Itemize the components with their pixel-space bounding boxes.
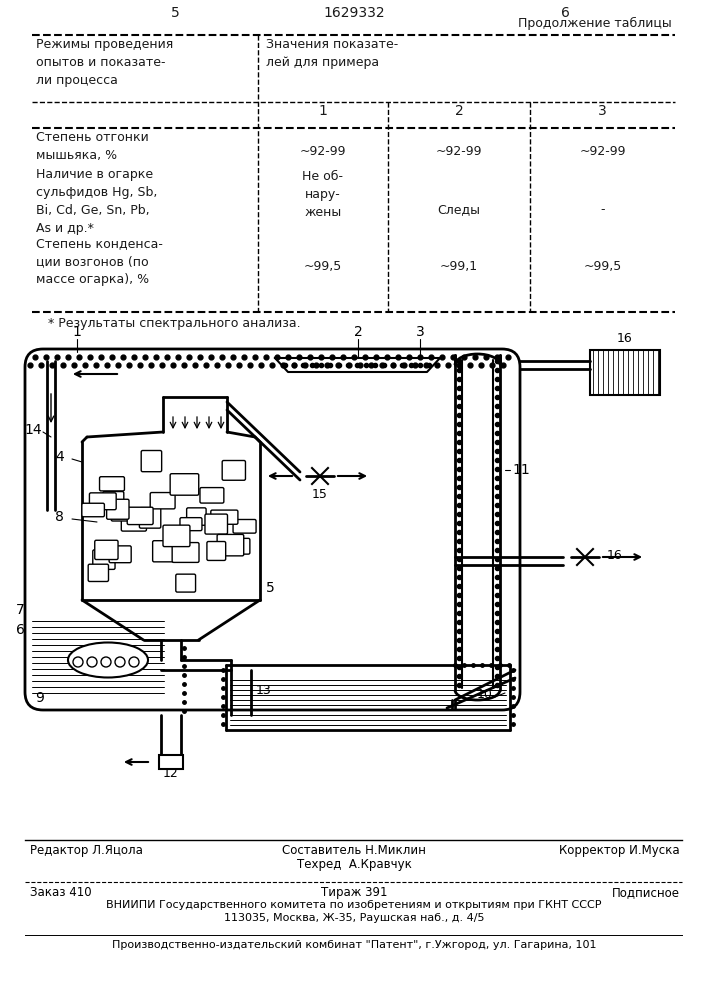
Text: Следы: Следы — [438, 203, 481, 216]
Text: -: - — [600, 203, 604, 216]
FancyBboxPatch shape — [82, 503, 105, 517]
Text: ~99,1: ~99,1 — [440, 260, 478, 273]
Text: 10: 10 — [477, 688, 493, 702]
Circle shape — [129, 657, 139, 667]
FancyBboxPatch shape — [150, 493, 175, 509]
FancyBboxPatch shape — [122, 511, 146, 531]
FancyBboxPatch shape — [93, 550, 115, 569]
Text: 113035, Москва, Ж-35, Раушская наб., д. 4/5: 113035, Москва, Ж-35, Раушская наб., д. … — [223, 913, 484, 923]
Bar — [159, 755, 183, 769]
Text: ~92-99: ~92-99 — [436, 145, 482, 158]
FancyBboxPatch shape — [176, 574, 196, 592]
Text: Редактор Л.Яцола: Редактор Л.Яцола — [30, 844, 143, 857]
Text: 2: 2 — [354, 325, 363, 339]
Text: Подписное: Подписное — [612, 886, 680, 899]
Text: Тираж 391: Тираж 391 — [321, 886, 387, 899]
FancyBboxPatch shape — [172, 543, 199, 562]
FancyBboxPatch shape — [163, 525, 190, 547]
Text: 4: 4 — [55, 450, 64, 464]
Text: 5: 5 — [170, 6, 180, 20]
Text: 3: 3 — [416, 325, 424, 339]
Text: Не об-
нару-
жены: Не об- нару- жены — [303, 170, 344, 219]
FancyBboxPatch shape — [141, 451, 162, 472]
FancyBboxPatch shape — [217, 534, 244, 556]
FancyBboxPatch shape — [233, 519, 256, 533]
FancyBboxPatch shape — [25, 349, 520, 710]
Text: Продолжение таблицы: Продолжение таблицы — [518, 17, 672, 30]
Text: Степень конденса-
ции возгонов (по
массе огарка), %: Степень конденса- ции возгонов (по массе… — [36, 237, 163, 286]
FancyBboxPatch shape — [127, 507, 153, 525]
FancyBboxPatch shape — [109, 546, 132, 563]
Text: Степень отгонки
мышьяка, %: Степень отгонки мышьяка, % — [36, 131, 148, 162]
Text: ~92-99: ~92-99 — [579, 145, 626, 158]
Text: ~99,5: ~99,5 — [583, 260, 621, 273]
FancyBboxPatch shape — [107, 499, 129, 519]
FancyBboxPatch shape — [200, 488, 224, 503]
Circle shape — [73, 657, 83, 667]
Circle shape — [87, 657, 97, 667]
Text: Техред  А.Кравчук: Техред А.Кравчук — [296, 858, 411, 871]
Text: 6: 6 — [561, 6, 569, 20]
FancyBboxPatch shape — [170, 474, 199, 495]
FancyBboxPatch shape — [232, 538, 250, 554]
Bar — [590, 350, 660, 395]
FancyBboxPatch shape — [111, 508, 139, 521]
Text: ~92-99: ~92-99 — [300, 145, 346, 158]
Text: 8: 8 — [55, 510, 64, 524]
FancyBboxPatch shape — [153, 541, 175, 562]
Text: Производственно-издательский комбинат "Патент", г.Ужгород, ул. Гагарина, 101: Производственно-издательский комбинат "П… — [112, 940, 596, 950]
FancyBboxPatch shape — [211, 510, 238, 524]
Text: 16: 16 — [617, 332, 633, 345]
Circle shape — [115, 657, 125, 667]
Ellipse shape — [68, 643, 148, 678]
Text: 11: 11 — [512, 463, 530, 477]
Text: 12: 12 — [163, 767, 179, 780]
FancyBboxPatch shape — [187, 508, 206, 525]
FancyBboxPatch shape — [100, 477, 124, 491]
Text: 1: 1 — [73, 325, 81, 339]
Text: Корректор И.Муска: Корректор И.Муска — [559, 844, 680, 857]
FancyBboxPatch shape — [180, 518, 202, 531]
Text: 9: 9 — [35, 691, 45, 705]
FancyBboxPatch shape — [95, 540, 118, 560]
Text: ВНИИПИ Государственного комитета по изобретениям и открытиям при ГКНТ СССР: ВНИИПИ Государственного комитета по изоб… — [106, 900, 602, 910]
FancyBboxPatch shape — [222, 461, 245, 480]
Text: 13: 13 — [256, 684, 271, 696]
Text: 16: 16 — [607, 549, 623, 562]
Text: Составитель Н.Миклин: Составитель Н.Миклин — [282, 844, 426, 857]
Text: 15: 15 — [312, 488, 328, 501]
Text: Заказ 410: Заказ 410 — [30, 886, 92, 899]
Text: 6: 6 — [16, 623, 25, 637]
Text: * Результаты спектрального анализа.: * Результаты спектрального анализа. — [48, 317, 300, 330]
Text: 1: 1 — [319, 104, 327, 118]
Text: 7: 7 — [16, 603, 25, 617]
FancyBboxPatch shape — [103, 492, 124, 507]
Text: 3: 3 — [598, 104, 607, 118]
Text: Режимы проведения
опытов и показате-
ли процесса: Режимы проведения опытов и показате- ли … — [36, 38, 173, 87]
Circle shape — [101, 657, 111, 667]
Text: ~99,5: ~99,5 — [304, 260, 342, 273]
Text: 5: 5 — [266, 581, 275, 595]
Text: 1629332: 1629332 — [323, 6, 385, 20]
FancyBboxPatch shape — [207, 542, 226, 560]
Text: Наличие в огарке
сульфидов Hg, Sb,
Bi, Cd, Ge, Sn, Pb,
As и др.*: Наличие в огарке сульфидов Hg, Sb, Bi, C… — [36, 168, 158, 235]
Text: Значения показате-
лей для примера: Значения показате- лей для примера — [266, 38, 398, 69]
FancyBboxPatch shape — [139, 508, 160, 528]
FancyBboxPatch shape — [205, 514, 228, 534]
Text: 2: 2 — [455, 104, 463, 118]
Text: 14: 14 — [24, 423, 42, 437]
FancyBboxPatch shape — [89, 493, 116, 510]
FancyBboxPatch shape — [88, 564, 108, 581]
